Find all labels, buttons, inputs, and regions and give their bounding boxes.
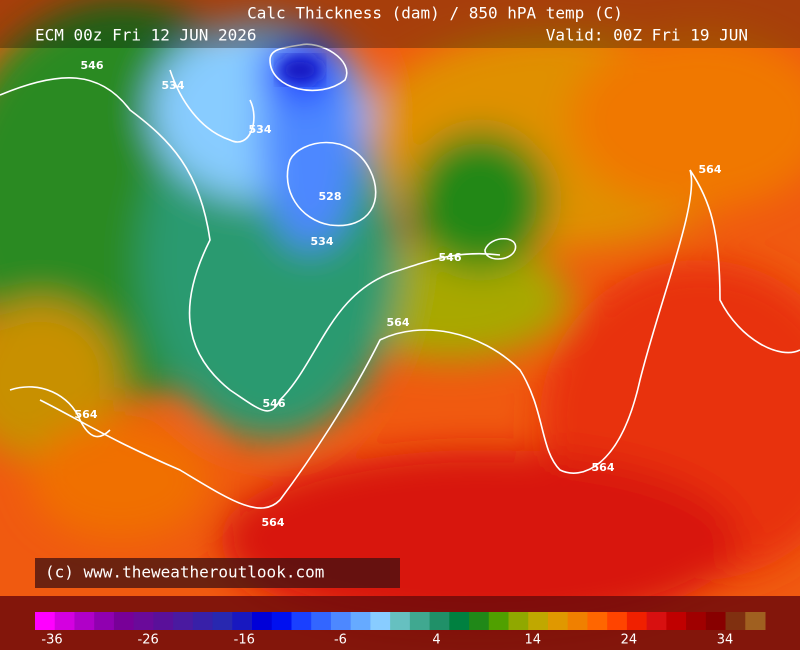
colorbar-swatch <box>469 612 490 630</box>
title: Calc Thickness (dam) / 850 hPA temp (C) <box>247 4 623 23</box>
colorbar-swatch <box>94 612 115 630</box>
contour-label: 564 <box>262 516 285 529</box>
run-label: ECM 00z Fri 12 JUN 2026 <box>35 26 257 45</box>
header-band <box>0 0 800 48</box>
contour-label: 546 <box>81 59 104 72</box>
contour-label: 564 <box>387 316 410 329</box>
colorbar-swatch <box>350 612 371 630</box>
contour-label: 534 <box>249 123 272 136</box>
colorbar-swatch <box>607 612 628 630</box>
colorbar-swatch <box>54 612 75 630</box>
colorbar-swatch <box>291 612 312 630</box>
colorbar-swatch <box>390 612 411 630</box>
contour-label: 534 <box>162 79 185 92</box>
colorbar-label: 14 <box>524 633 541 648</box>
colorbar-swatch <box>311 612 332 630</box>
colorbar-swatch <box>686 612 707 630</box>
contour-label: 564 <box>592 461 615 474</box>
colorbar-swatch <box>409 612 431 630</box>
contour-label: 546 <box>439 251 462 264</box>
colorbar-swatch <box>429 612 450 630</box>
colorbar-swatch <box>252 612 273 630</box>
colorbar-swatch <box>74 612 95 630</box>
colorbar-label: -16 <box>234 633 255 648</box>
colorbar-swatch <box>192 612 214 630</box>
colorbar-swatch <box>133 612 154 630</box>
colorbar-swatch <box>232 612 253 630</box>
colorbar-swatch <box>646 612 667 630</box>
colorbar-label: -6 <box>334 633 347 648</box>
valid-label: Valid: 00Z Fri 19 JUN <box>546 26 748 45</box>
thickness-contours <box>0 43 800 509</box>
colorbar-swatch <box>567 612 588 630</box>
colorbar-swatch <box>488 612 510 630</box>
colorbar-swatch <box>508 612 529 630</box>
contour-label: 534 <box>311 235 334 248</box>
contour-label: 564 <box>699 163 722 176</box>
colorbar-swatch <box>528 612 549 630</box>
colorbar-label: -36 <box>41 633 62 648</box>
colorbar-swatch <box>370 612 391 630</box>
colorbar-label: 4 <box>432 633 440 648</box>
colorbar-swatch <box>626 612 648 630</box>
colorbar-swatch <box>725 612 746 630</box>
contour-label: 528 <box>319 190 342 203</box>
colorbar-swatch <box>271 612 292 630</box>
contour-label: 564 <box>75 408 98 421</box>
colorbar-swatch <box>212 612 233 630</box>
colorbar-swatch <box>587 612 608 630</box>
copyright-box <box>35 558 400 588</box>
colorbar-swatch <box>449 612 470 630</box>
contour-label: 546 <box>263 397 286 410</box>
colorbar-swatch <box>666 612 687 630</box>
copyright: (c) www.theweatheroutlook.com <box>45 563 324 582</box>
colorbar-swatch <box>153 612 174 630</box>
colorbar-swatch <box>173 612 194 630</box>
colorbar-swatch <box>745 612 766 630</box>
colorbar-swatch <box>35 612 56 630</box>
colorbar-label: -26 <box>138 633 159 648</box>
colorbar-label: 34 <box>717 633 734 648</box>
colorbar-label: 24 <box>621 633 638 648</box>
colorbar-swatch <box>113 612 135 630</box>
colorbar-swatch <box>547 612 569 630</box>
colorbar-swatch <box>330 612 352 630</box>
colorbar-swatch <box>705 612 727 630</box>
